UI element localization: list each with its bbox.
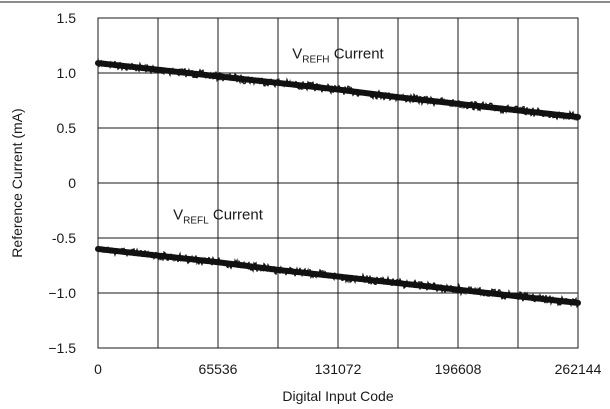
y-tick-label: −1.0 [48,285,76,301]
x-tick-label: 196608 [435,361,482,377]
y-tick-labels: −1.5 −1.0 -0.5 0 0.5 1.0 1.5 [48,10,76,356]
x-tick-label: 262144 [555,361,602,377]
x-tick-label: 65536 [199,361,238,377]
annot-subscript: REFH [302,55,329,66]
plot-frame [97,17,579,349]
annot-subscript: REFL [183,215,209,226]
y-tick-label: 1.0 [57,65,77,81]
y-tick-label: −1.5 [48,340,76,356]
y-tick-label: -0.5 [52,230,76,246]
x-tick-label: 131072 [315,361,362,377]
series-layer [95,58,581,309]
y-tick-label: 0 [68,175,76,191]
annot-main: V [292,46,302,63]
annot-rest: Current [330,46,385,63]
series-label-vrefl: VREFL Current [173,206,264,226]
y-tick-label: 0.5 [57,120,77,136]
x-tick-labels: 0 65536 131072 196608 262144 [94,361,601,377]
x-tick-label: 0 [94,361,102,377]
y-axis-label: Reference Current (mA) [9,108,25,257]
series-label-vrefh: VREFH Current [292,46,384,66]
series-core [95,60,581,120]
annot-rest: Current [209,206,264,223]
x-axis-label: Digital Input Code [282,388,394,404]
y-tick-label: 1.5 [57,10,77,26]
series-core [95,246,581,306]
grid [97,17,579,349]
annot-main: V [173,206,183,223]
